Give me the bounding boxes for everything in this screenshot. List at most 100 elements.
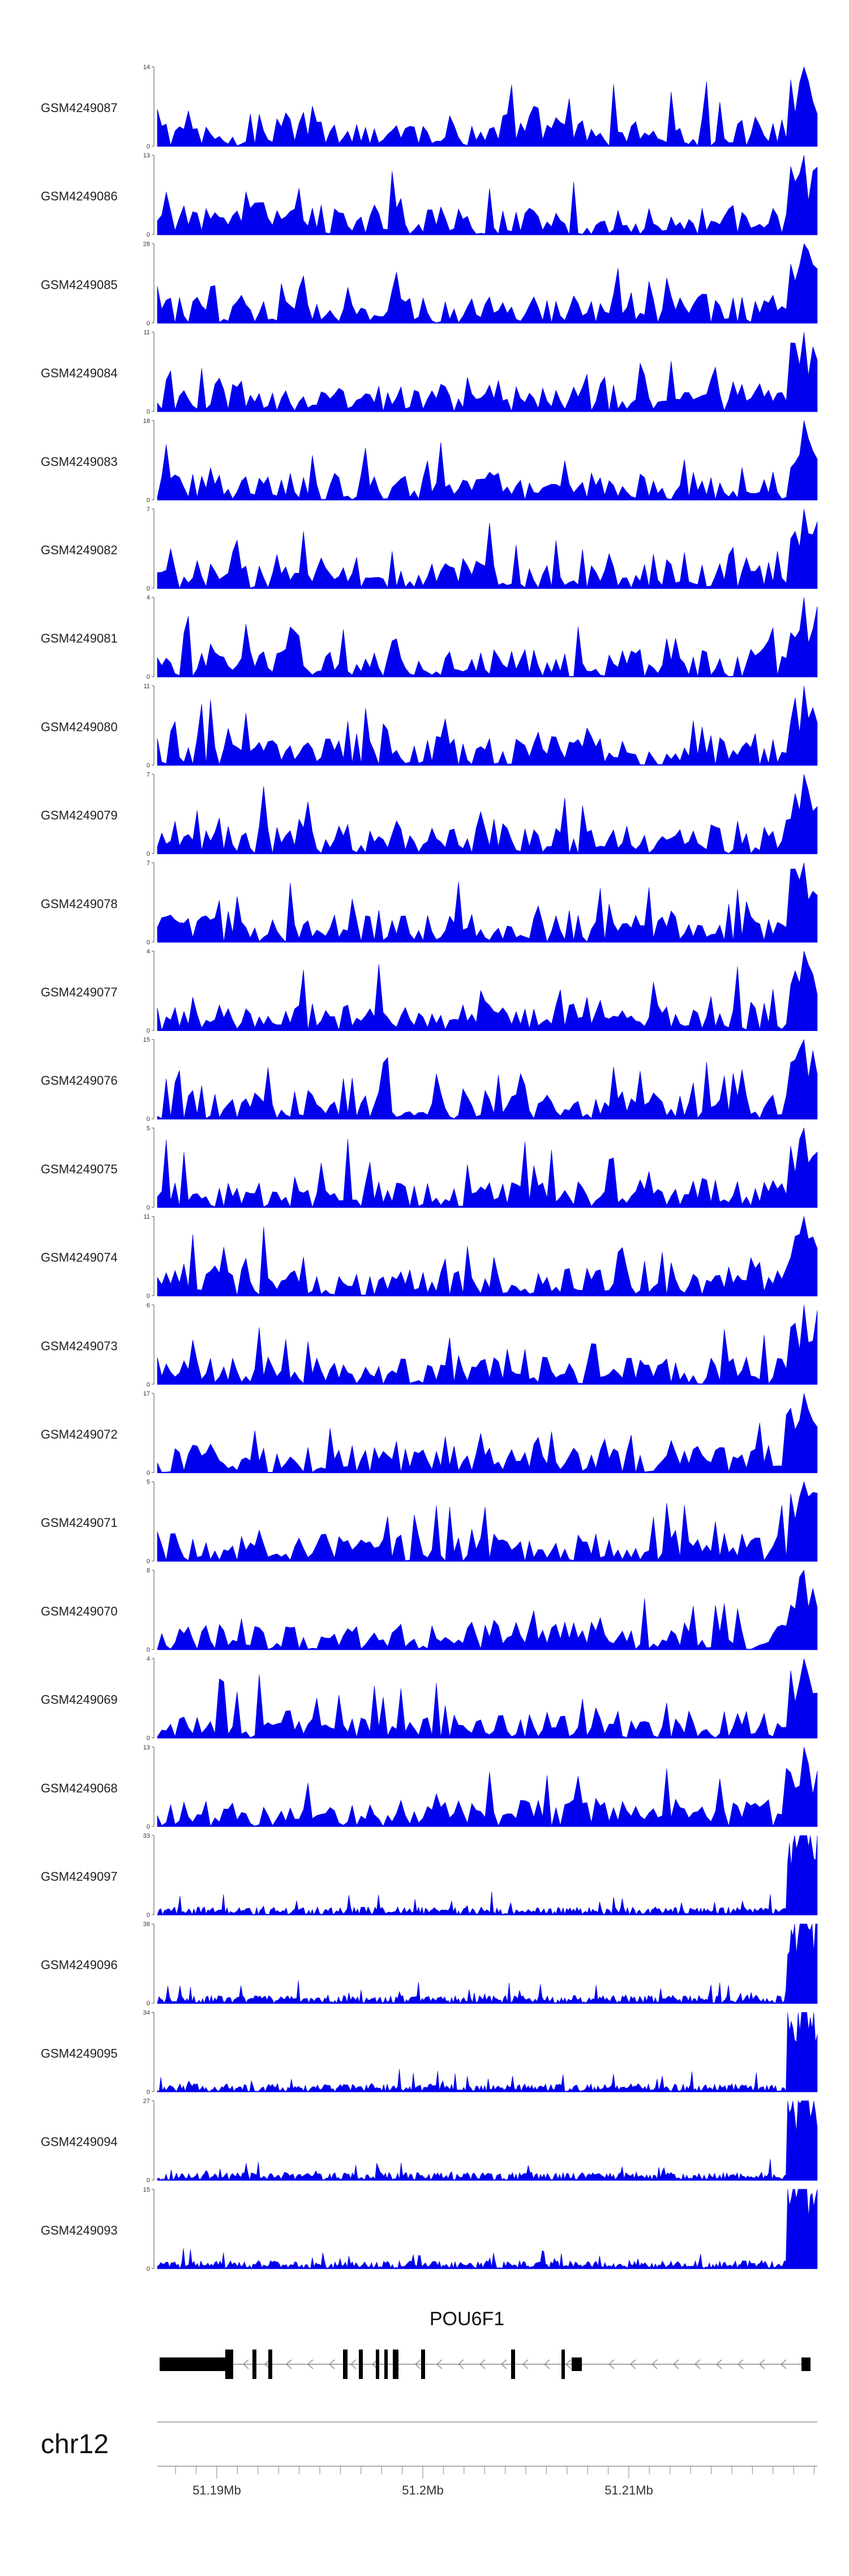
track-label: GSM4249094 [41,2135,118,2149]
track-GSM4249084: GSM4249084 11 0 [41,330,818,416]
coverage-tracks: GSM4249087140GSM4249086130GSM4249085280G… [41,64,818,2273]
track-ymax-label: 11 [144,330,150,336]
strand-arrow-icon [350,2359,357,2369]
gene-exon [393,2350,398,2379]
coverage-area [157,1923,818,2004]
track-ymax-label: 17 [143,1390,150,1397]
gene-exon [252,2350,256,2379]
track-ymin-label: 0 [147,2000,150,2007]
track-ymin-label: 0 [147,1912,150,1919]
track-label: GSM4249095 [41,2046,118,2060]
coverage-area [157,1658,818,1738]
track-ymax-label: 5 [147,1125,150,1132]
track-ymin-label: 0 [147,585,150,592]
strand-arrow-icon [457,2359,464,2369]
coverage-area [157,597,818,678]
track-label: GSM4249070 [41,1604,118,1618]
track-ymin-label: 0 [147,851,150,858]
track-GSM4249082: GSM4249082 7 0 [41,506,818,592]
track-ymin-label: 0 [147,1028,150,1034]
coverage-area [157,862,818,943]
strand-arrow-icon [242,2359,249,2369]
track-ymin-label: 0 [147,939,150,946]
track-label: GSM4249096 [41,1958,118,1972]
track-ymin-label: 0 [147,674,150,681]
track-label: GSM4249069 [41,1693,118,1707]
coverage-area [157,420,818,500]
track-label: GSM4249077 [41,985,118,999]
track-label: GSM4249076 [41,1073,118,1088]
chromosome-label: chr12 [41,2429,109,2459]
track-ymax-label: 8 [147,1567,150,1574]
track-ymin-label: 0 [147,762,150,769]
track-GSM4249073: GSM4249073 6 0 [41,1302,818,1388]
strand-arrow-icon [307,2359,314,2369]
gene-exon [572,2357,582,2371]
track-ymin-label: 0 [147,409,150,416]
coverage-area [157,1127,818,1208]
track-GSM4249075: GSM4249075 5 0 [41,1125,818,1211]
gene-exon [225,2350,233,2379]
track-ymax-label: 15 [143,1037,150,1043]
track-ymin-label: 0 [147,1735,150,1742]
track-GSM4249078: GSM4249078 7 0 [41,860,818,946]
track-ymax-label: 13 [143,152,150,159]
coverage-area [157,1835,818,1915]
track-ymin-label: 0 [147,2089,150,2095]
track-ymax-label: 4 [147,1656,150,1663]
strand-arrow-icon [629,2359,636,2369]
gene-exon [801,2357,811,2371]
coverage-area [157,1393,818,1473]
track-label: GSM4249085 [41,277,118,292]
track-ymax-label: 18 [143,418,150,425]
track-ymax-label: 7 [147,860,150,867]
gene-exon [343,2350,348,2379]
track-GSM4249081: GSM4249081 4 0 [41,594,818,681]
gene-exon [268,2350,272,2379]
track-ymin-label: 0 [147,1204,150,1211]
gene-exon [384,2350,388,2379]
strand-arrow-icon [522,2359,529,2369]
coverage-area [157,155,818,235]
gene-track: POU6F1 [160,2308,811,2379]
track-ymax-label: 11 [144,1214,150,1221]
coverage-area [157,66,818,147]
track-GSM4249086: GSM4249086 13 0 [41,152,818,238]
strand-arrow-icon [651,2359,658,2369]
coverage-area [157,1747,818,1827]
track-GSM4249085: GSM4249085 28 0 [41,241,818,327]
track-label: GSM4249082 [41,543,118,557]
track-label: GSM4249083 [41,455,118,469]
strand-arrow-icon [608,2359,615,2369]
track-label: GSM4249074 [41,1251,118,1265]
track-GSM4249074: GSM4249074 11 0 [41,1214,818,1300]
track-GSM4249093: GSM4249093 15 0 [41,2186,818,2273]
track-ymax-label: 6 [147,1302,150,1309]
coverage-area [157,774,818,854]
track-ymin-label: 0 [147,1558,150,1565]
track-ymin-label: 0 [147,143,150,150]
track-ymax-label: 28 [143,241,150,247]
coverage-area [157,1216,818,1296]
track-GSM4249071: GSM4249071 5 0 [41,1479,818,1565]
track-label: GSM4249068 [41,1781,118,1795]
track-GSM4249096: GSM4249096 38 0 [41,1921,818,2007]
track-GSM4249077: GSM4249077 4 0 [41,948,818,1034]
gene-exon [561,2350,565,2379]
track-ymin-label: 0 [147,2177,150,2184]
track-ymin-label: 0 [147,1824,150,1830]
genome-axis: chr12 51.19Mb 51.2Mb 51.21Mb [41,2421,817,2497]
gene-exon [511,2350,515,2379]
track-label: GSM4249075 [41,1162,118,1176]
gene-exon [160,2357,225,2371]
strand-arrow-icon [436,2359,443,2369]
track-GSM4249069: GSM4249069 4 0 [41,1656,818,1742]
track-label: GSM4249087 [41,101,118,115]
gene-name-label: POU6F1 [430,2308,504,2330]
track-label: GSM4249081 [41,631,118,645]
strand-arrow-icon [285,2359,292,2369]
coverage-area [157,1481,818,1561]
track-GSM4249083: GSM4249083 18 0 [41,418,818,504]
track-label: GSM4249072 [41,1427,118,1441]
gene-exon [421,2350,425,2379]
